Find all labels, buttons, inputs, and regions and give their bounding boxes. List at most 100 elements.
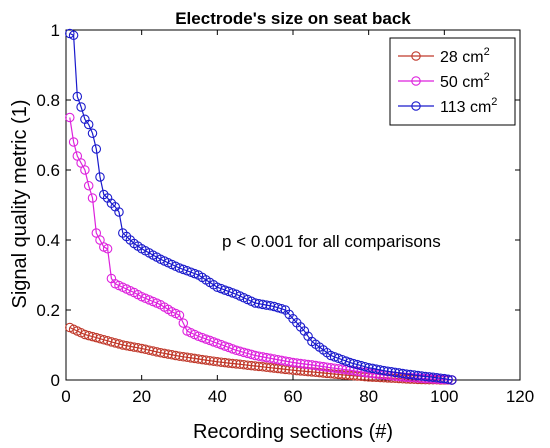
data-point <box>307 360 317 370</box>
data-point <box>174 310 185 321</box>
data-point <box>68 137 79 147</box>
data-point <box>257 362 268 372</box>
data-point <box>102 244 113 254</box>
data-point <box>371 364 381 374</box>
data-point <box>292 358 302 368</box>
data-point <box>152 347 162 357</box>
data-point <box>170 350 181 361</box>
data-point <box>114 207 124 217</box>
data-point <box>136 343 147 354</box>
x-tick-label: 0 <box>61 387 70 406</box>
data-point <box>178 318 189 328</box>
y-axis-label: Signal quality metric (1) <box>9 100 31 309</box>
data-point <box>428 372 438 383</box>
y-axis: 0 0.2 0.4 0.6 0.8 1 <box>36 21 520 390</box>
x-axis: 0 20 40 60 80 100 120 <box>61 30 534 406</box>
data-point <box>261 362 272 373</box>
y-tick-label: 1 <box>51 21 60 40</box>
x-tick-label: 80 <box>359 387 378 406</box>
data-point <box>439 373 450 384</box>
y-tick-label: 0.2 <box>36 301 60 320</box>
data-point <box>250 361 260 371</box>
legend-label-text: 28 cm <box>440 49 484 66</box>
data-point <box>212 357 223 367</box>
x-tick-label: 60 <box>284 387 303 406</box>
data-point <box>76 102 86 112</box>
data-point <box>167 350 177 360</box>
data-point <box>420 371 431 382</box>
data-point <box>443 374 453 385</box>
data-point <box>118 340 128 350</box>
data-point <box>269 363 279 373</box>
data-point <box>375 365 385 375</box>
data-point <box>326 363 336 373</box>
data-point <box>231 359 242 369</box>
legend-label: 50 cm2 <box>440 71 490 91</box>
x-tick-label: 20 <box>132 387 151 406</box>
data-point <box>299 359 310 369</box>
data-point <box>246 349 257 360</box>
x-tick-label: 40 <box>208 387 227 406</box>
data-point <box>193 354 204 364</box>
data-point <box>182 352 192 363</box>
data-point <box>155 347 166 358</box>
data-point <box>163 349 173 359</box>
data-point <box>265 353 276 364</box>
data-point <box>292 365 302 376</box>
data-point <box>216 357 226 367</box>
data-point <box>405 369 416 380</box>
data-point <box>284 357 294 367</box>
legend-label: 28 cm2 <box>440 46 490 66</box>
data-point <box>269 354 279 364</box>
data-point <box>329 363 340 373</box>
data-point <box>333 363 344 374</box>
data-point <box>235 359 245 370</box>
data-point <box>261 300 272 310</box>
data-point <box>394 368 404 378</box>
legend-item: 28 cm2 <box>398 46 490 66</box>
data-point <box>409 370 419 380</box>
data-point <box>447 375 457 385</box>
data-point <box>363 363 374 373</box>
y-tick-label: 0.4 <box>36 231 60 250</box>
legend-marker <box>411 51 421 61</box>
data-point <box>273 354 283 365</box>
data-point <box>382 366 393 377</box>
data-point <box>413 370 423 381</box>
data-point <box>178 352 189 362</box>
data-point <box>254 351 264 361</box>
legend-label-superscript: 2 <box>491 96 497 108</box>
data-point <box>288 357 298 368</box>
data-point <box>288 365 298 375</box>
data-point <box>65 112 75 123</box>
data-point <box>91 144 102 154</box>
data-point <box>261 352 272 363</box>
y-tick-label: 0.8 <box>36 91 60 110</box>
data-point <box>189 353 200 364</box>
data-point <box>265 362 276 373</box>
data-point <box>83 119 94 130</box>
legend-label: 113 cm2 <box>440 96 497 116</box>
data-point <box>121 340 132 351</box>
data-point <box>125 341 136 352</box>
data-point <box>246 360 257 371</box>
data-point <box>337 364 347 374</box>
data-point <box>129 342 139 352</box>
data-point <box>257 352 268 362</box>
legend-item: 113 cm2 <box>398 96 497 116</box>
data-point <box>174 351 185 361</box>
legend-item: 50 cm2 <box>398 71 490 91</box>
data-point <box>220 357 230 368</box>
data-point <box>276 355 287 366</box>
legend-marker <box>411 101 421 111</box>
data-point <box>133 343 143 353</box>
data-point <box>72 91 83 102</box>
data-point <box>416 371 427 381</box>
data-point <box>87 128 98 139</box>
legend-label-text: 113 cm <box>440 99 491 116</box>
legend-label-superscript: 2 <box>484 46 490 58</box>
data-point <box>318 361 329 372</box>
data-point <box>314 361 325 371</box>
data-point <box>68 30 79 41</box>
